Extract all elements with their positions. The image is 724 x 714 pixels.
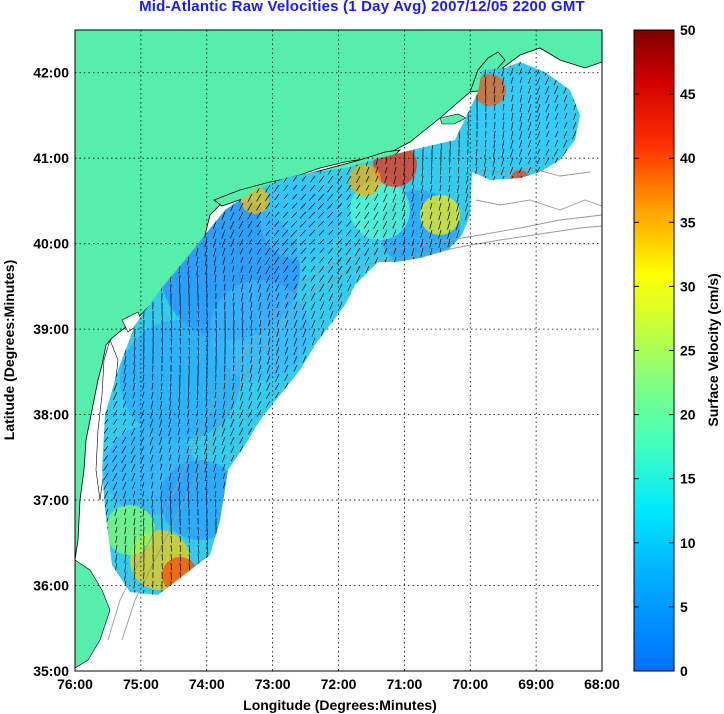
y-tick-label: 37:00 — [33, 492, 69, 508]
colorbar-tick-label: 40 — [680, 150, 696, 166]
y-tick-label: 39:00 — [33, 321, 69, 337]
colorbar-tick-label: 10 — [680, 535, 696, 551]
x-tick-label: 74:00 — [189, 676, 225, 692]
y-tick-label: 38:00 — [33, 407, 69, 423]
outer-banks — [75, 559, 111, 669]
colorbar-tick-label: 25 — [680, 343, 696, 359]
bathymetry-contours — [107, 167, 602, 641]
martha-vineyard — [439, 113, 467, 125]
y-tick-label: 42:00 — [33, 65, 69, 81]
colorbar-ticks: 0 5 10 15 20 25 30 35 40 45 50 — [634, 22, 696, 679]
y-tick-label: 36:00 — [33, 578, 69, 594]
colorbar-tick-label: 30 — [680, 278, 696, 294]
y-tick-label: 40:00 — [33, 236, 69, 252]
colorbar-tick-label: 0 — [680, 663, 688, 679]
x-tick-label: 72:00 — [321, 676, 357, 692]
map-title: Mid-Atlantic Raw Velocities (1 Day Avg) … — [139, 0, 585, 15]
plot-frame — [74, 29, 603, 672]
graticule — [75, 30, 602, 671]
colorbar-label: Surface Velocity (cm/s) — [705, 273, 721, 426]
x-ticks: 76:00 75:00 74:00 73:00 72:00 71:00 70:00 69:00… — [57, 676, 620, 692]
colorbar-tick-label: 5 — [680, 599, 688, 615]
y-tick-label: 41:00 — [33, 150, 69, 166]
y-ticks: 35:00 36:00 37:00 38:00 39:00 40:00 41:00 42:00 — [33, 65, 69, 679]
x-tick-label: 73:00 — [255, 676, 291, 692]
x-tick-label: 71:00 — [386, 676, 422, 692]
colorbar-tick-label: 45 — [680, 86, 696, 102]
colorbar — [633, 29, 675, 672]
colorbar-tick-label: 15 — [680, 471, 696, 487]
x-tick-label: 70:00 — [452, 676, 488, 692]
x-tick-label: 76:00 — [57, 676, 93, 692]
y-tick-label: 35:00 — [33, 663, 69, 679]
x-tick-label: 69:00 — [518, 676, 554, 692]
x-tick-label: 68:00 — [584, 676, 620, 692]
colorbar-tick-label: 20 — [680, 407, 696, 423]
colorbar-tick-label: 35 — [680, 214, 696, 230]
x-axis-label: Longitude (Degrees:Minutes) — [243, 697, 437, 713]
x-tick-label: 75:00 — [123, 676, 159, 692]
y-axis-label: Latitude (Degrees:Minutes) — [1, 260, 17, 440]
colorbar-tick-label: 50 — [680, 22, 696, 38]
